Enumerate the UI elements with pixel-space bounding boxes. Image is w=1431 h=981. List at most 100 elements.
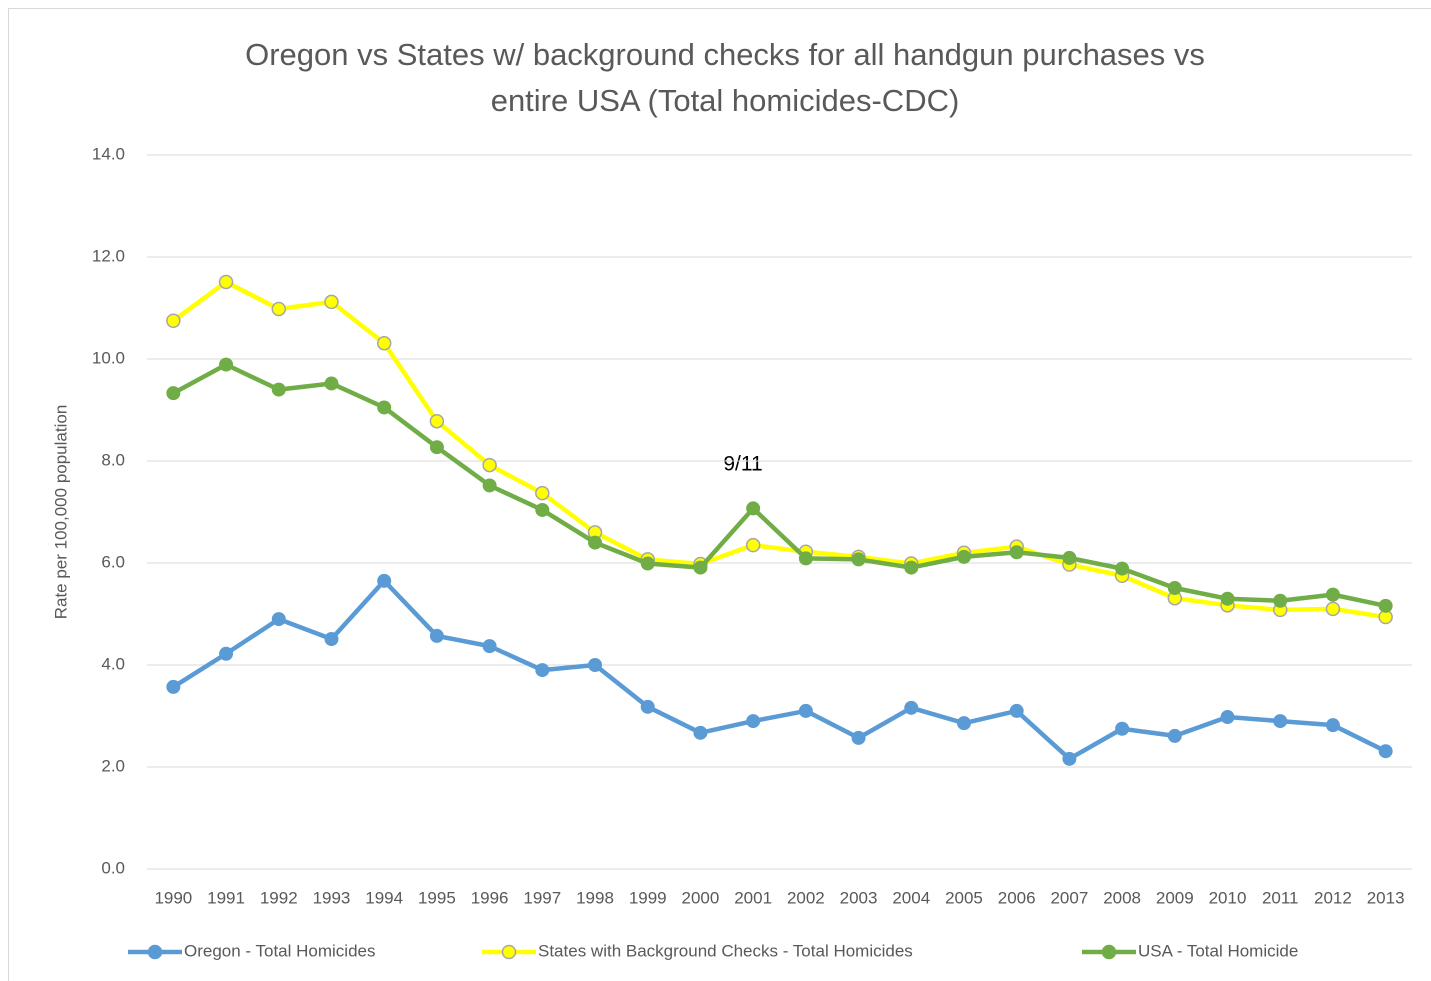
data-point [1325,587,1340,602]
data-point [1062,550,1077,565]
data-point [956,716,971,731]
chart-frame [8,8,1431,981]
data-point [324,294,339,310]
x-tick-label: 1993 [313,888,351,907]
series-line [172,362,1387,609]
data-point [429,413,445,429]
data-point [1062,751,1077,766]
data-point [1115,561,1130,576]
x-tick-label: 2007 [1050,888,1088,907]
data-point [482,478,497,493]
data-point [1167,580,1182,595]
data-point [1220,710,1235,725]
legend-label: USA - Total Homicide [1138,941,1298,960]
data-point [482,457,497,473]
data-point [956,549,971,564]
x-tick-label: 2011 [1262,888,1299,907]
y-tick-label: 4.0 [101,654,125,673]
data-point [219,357,234,372]
x-tick-label: 1996 [471,888,509,907]
data-point [746,501,761,516]
x-tick-label: 2009 [1156,888,1194,907]
x-tick-label: 2004 [892,888,930,907]
x-tick-label: 2001 [734,888,772,907]
y-tick-label: 2.0 [101,756,125,775]
x-tick-label: 2005 [945,888,983,907]
data-point [746,714,761,729]
x-tick-label: 1994 [365,888,403,907]
chart-title: entire USA (Total homicides-CDC) [491,83,960,118]
x-tick-label: 2000 [682,888,720,907]
data-point [166,313,181,328]
x-tick-label: 1991 [207,888,245,907]
data-point [1220,591,1235,606]
y-tick-label: 14.0 [92,144,125,163]
legend-label: Oregon - Total Homicides [184,941,376,960]
data-point [218,274,234,290]
data-point [535,485,550,501]
data-point [271,301,287,317]
data-point [1273,593,1288,608]
y-axis-label: Rate per 100,000 population [51,405,70,620]
data-point [640,699,655,714]
data-point [1167,728,1182,743]
x-tick-label: 2013 [1367,888,1405,907]
x-tick-label: 2003 [840,888,878,907]
data-point [693,560,708,575]
data-point [851,552,866,567]
x-tick-label: 2010 [1209,888,1247,907]
y-tick-label: 12.0 [92,246,125,265]
x-tick-label: 1990 [154,888,192,907]
x-tick-label: 2002 [787,888,825,907]
data-point [851,730,866,745]
data-point [1009,703,1024,718]
data-point [1325,718,1340,733]
data-point [904,700,919,715]
data-point [588,658,603,672]
data-point [219,646,234,661]
data-point [693,725,708,740]
data-point [640,556,655,571]
data-point [271,612,286,627]
series-line [172,279,1386,620]
x-tick-label: 1995 [418,888,456,907]
y-tick-label: 0.0 [101,858,125,877]
data-point [429,628,444,643]
y-tick-label: 10.0 [92,348,125,367]
legend-swatch [147,944,163,960]
data-point [1273,714,1288,729]
legend-swatch [1101,944,1117,960]
data-point [324,376,339,391]
data-point [376,335,392,351]
data-point [798,551,813,566]
data-point [535,502,550,517]
legend-swatch [501,944,517,960]
data-point [166,679,181,694]
annotation: 9/11 [723,453,762,476]
x-tick-label: 1999 [629,888,667,907]
x-tick-label: 2012 [1314,888,1352,907]
data-point [1378,598,1393,613]
y-tick-label: 6.0 [101,552,125,571]
data-point [588,535,603,550]
legend-label: States with Background Checks - Total Ho… [538,941,913,960]
data-point [377,573,392,588]
x-tick-label: 1997 [523,888,561,907]
data-point [482,639,497,654]
data-point [429,440,444,455]
data-point [324,631,339,646]
data-point [1115,721,1130,736]
x-tick-label: 2006 [998,888,1036,907]
data-point [1378,744,1393,759]
data-point [377,400,392,415]
data-point [535,663,550,678]
data-point [798,703,813,718]
data-point [1325,601,1341,617]
x-tick-label: 1998 [576,888,614,907]
data-point [745,537,761,553]
data-point [166,386,181,401]
x-tick-label: 2008 [1103,888,1141,907]
x-tick-label: 1992 [260,888,298,907]
y-tick-label: 8.0 [101,450,125,469]
